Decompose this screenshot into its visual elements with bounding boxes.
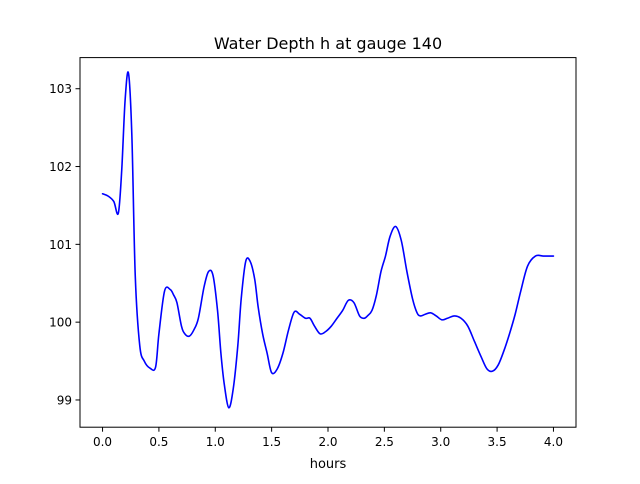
x-tick-label: 3.5 [488,435,507,449]
x-axis-label: hours [310,457,347,472]
y-tick-label: 102 [49,160,72,174]
plot-area-frame [79,57,577,428]
x-tick-label: 1.0 [206,435,225,449]
y-tick-label: 99 [57,393,72,407]
x-tick-label: 4.0 [544,435,563,449]
x-tick-label: 2.5 [375,435,394,449]
x-tick-label: 0.0 [93,435,112,449]
x-tick-label: 1.5 [262,435,281,449]
y-tick-label: 103 [49,82,72,96]
x-tick-label: 0.5 [149,435,168,449]
water-depth-line [101,71,555,409]
axis-ticks: 0.0 0.5 1.0 1.5 2.0 2.5 3.0 3.5 4.0 99 100 101 102 10… [49,82,563,449]
y-tick-label: 100 [49,316,72,330]
y-tick-label: 101 [49,238,72,252]
chart-title: Water Depth h at gauge 140 [214,34,442,53]
x-tick-label: 3.0 [431,435,450,449]
x-tick-label: 2.0 [318,435,337,449]
